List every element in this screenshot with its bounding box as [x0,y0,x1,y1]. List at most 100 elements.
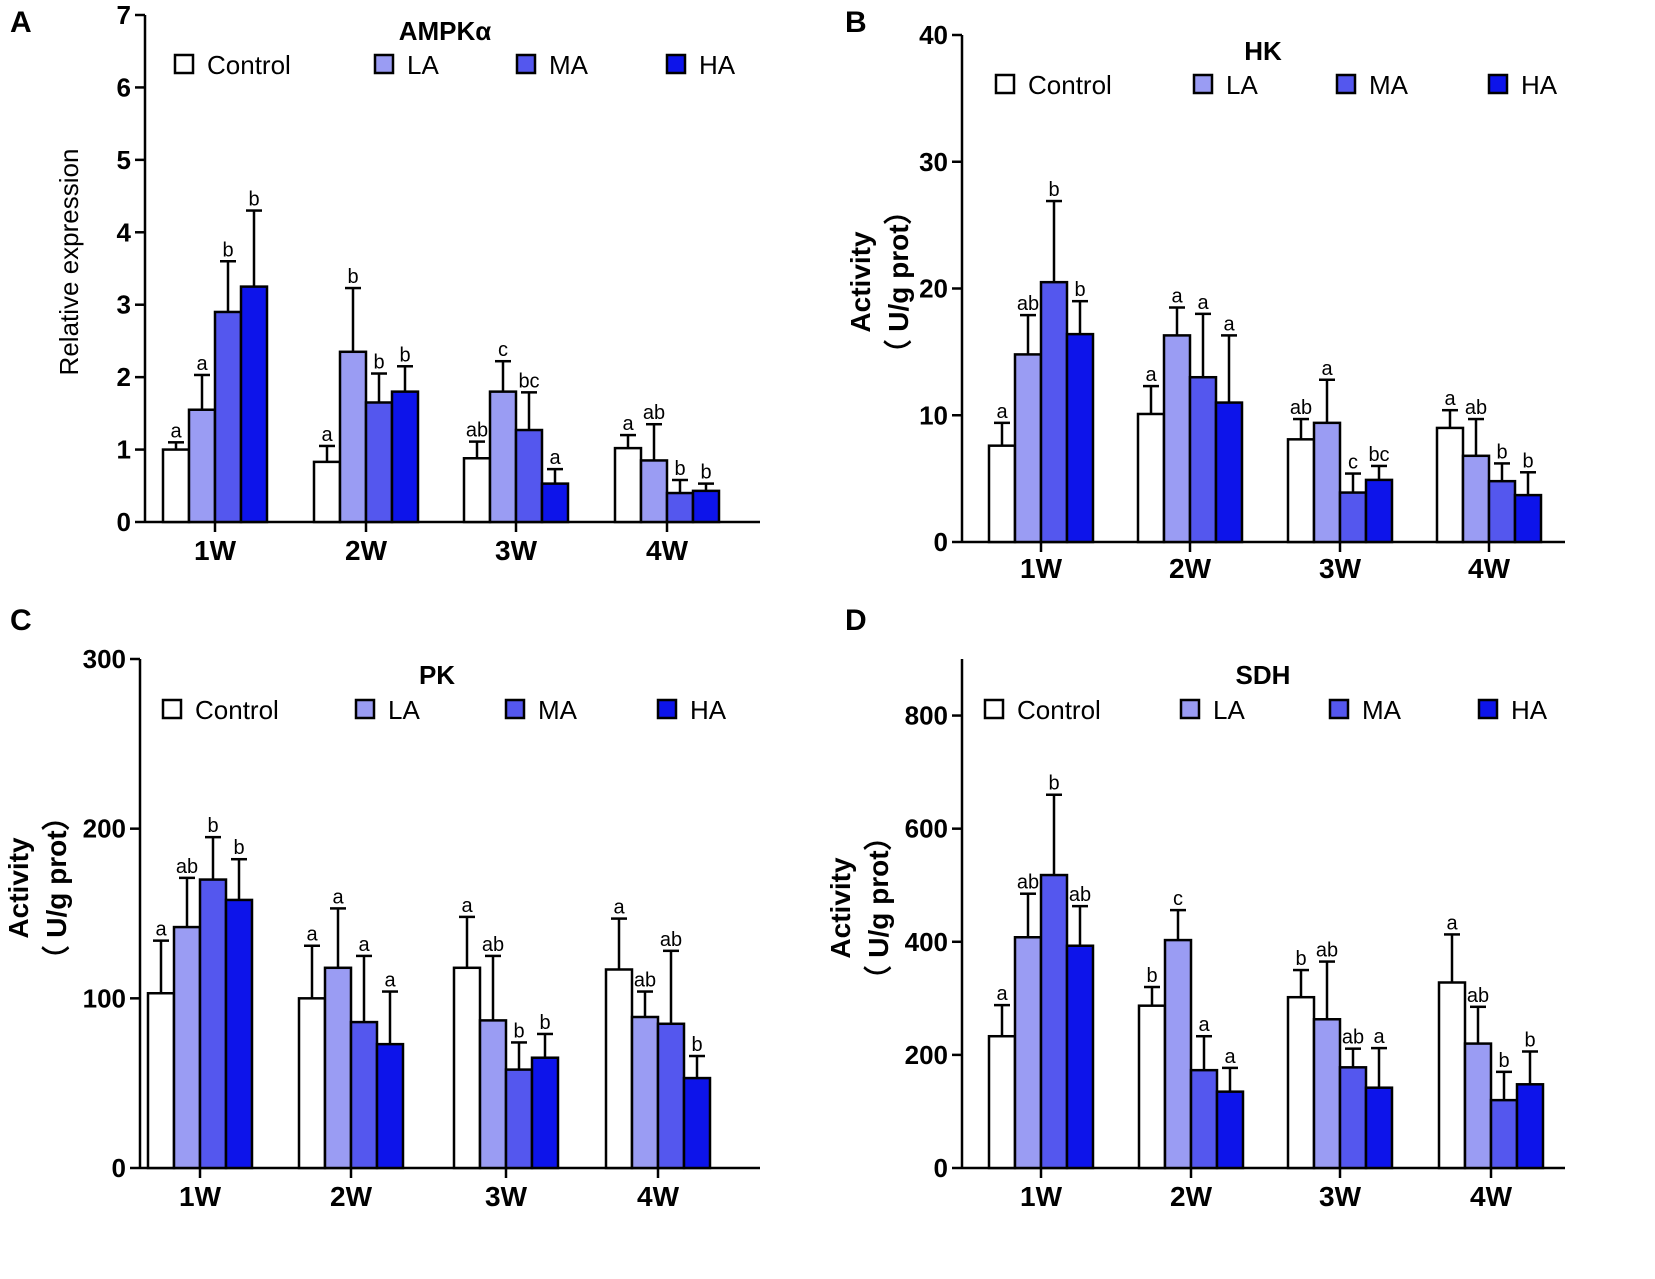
bar-control [1437,428,1463,542]
bar-la [340,352,366,522]
y-tick-label: 30 [919,147,948,177]
significance-label: a [358,934,370,956]
panel-letter: C [10,604,32,637]
legend-swatch-ma [517,55,535,73]
significance-label: a [1321,358,1333,380]
significance-label: b [1074,279,1085,301]
y-tick-label: 7 [117,0,131,30]
significance-label: b [1048,773,1059,795]
bar-control [1139,1006,1165,1168]
bar-ha [241,287,267,522]
legend-label-la: LA [1213,695,1245,725]
x-tick-label: 2W [1170,1181,1213,1212]
legend-swatch-la [375,55,393,73]
significance-label: a [321,424,333,446]
significance-label: b [399,344,410,366]
y-tick-label: 300 [83,644,126,674]
bar-ma [1491,1100,1517,1168]
y-tick-label: 0 [112,1153,126,1183]
bar-control [615,448,641,522]
significance-label: a [155,919,167,941]
legend-label-control: Control [207,50,291,80]
bar-ma [1340,1067,1366,1168]
bar-ha [1515,495,1541,542]
bar-control [454,968,480,1168]
significance-label: a [996,401,1008,423]
significance-label: a [196,353,208,375]
y-tick-label: 100 [83,983,126,1013]
bar-control [314,462,340,522]
chart-title: SDH [1236,660,1291,690]
y-tick-label: 5 [117,145,131,175]
y-axis-label: Relative expression [54,149,84,376]
significance-label: ab [643,402,665,424]
significance-label: ab [176,856,198,878]
x-tick-label: 1W [179,1181,222,1212]
significance-label: ab [1342,1027,1364,1049]
y-tick-label: 6 [117,72,131,102]
bar-ha [377,1044,403,1168]
figure: A AMPKα 0 1 2 3 4 5 6 7 Relative expression 1W 2W 3W 4… [0,0,1655,1274]
bar-ma [516,430,542,522]
legend-label-control: Control [1028,70,1112,100]
panel-letter: B [845,6,867,39]
legend-swatch-la [1181,700,1199,718]
chart-title: AMPKα [399,16,492,46]
legend-swatch-ha [1489,75,1507,93]
bar-control [148,993,174,1168]
bar-control [989,1036,1015,1168]
bar-ma [1489,481,1515,542]
y-axis-label: Activity [3,837,34,939]
legend-label-ma: MA [1362,695,1402,725]
significance-label: a [170,420,182,442]
significance-label: ab [1017,293,1039,315]
significance-label: b [1048,179,1059,201]
bar-la [1463,456,1489,542]
legend-swatch-control [985,700,1003,718]
y-tick-label: 4 [117,217,132,247]
bar-ha [542,484,568,522]
significance-label: b [1524,1029,1535,1051]
significance-label: b [347,266,358,288]
bar-control [1288,439,1314,542]
legend-label-control: Control [195,695,279,725]
significance-label: c [1173,888,1183,910]
bar-ma [366,402,392,522]
significance-label: b [539,1012,550,1034]
y-tick-label: 200 [83,814,126,844]
y-tick-label: 400 [905,927,948,957]
legend-label-control: Control [1017,695,1101,725]
bar-control [606,969,632,1168]
panel-letter: A [10,6,32,39]
x-tick-label: 4W [1470,1181,1513,1212]
significance-label: b [513,1020,524,1042]
legend-swatch-la [1194,75,1212,93]
x-tick-label: 2W [345,535,388,566]
significance-label: a [1444,388,1456,410]
significance-label: b [674,458,685,480]
significance-label: b [1295,948,1306,970]
x-tick-label: 1W [1020,1181,1063,1212]
y-tick-label: 0 [117,507,131,537]
bar-la [174,927,200,1168]
significance-label: ab [1467,985,1489,1007]
chart-title: PK [419,660,455,690]
y-tick-label: 1 [117,435,131,465]
x-tick-label: 3W [1319,553,1362,584]
bar-ma [1191,1070,1217,1168]
significance-label: c [498,339,508,361]
bar-ma [667,493,693,522]
x-tick-label: 2W [330,1181,373,1212]
bar-ha [693,491,719,522]
bar-control [299,998,325,1168]
significance-label: ab [634,970,656,992]
significance-label: ab [466,420,488,442]
chart-panel-D: D SDH 0 200 400 600 800 Activity （ U/g prot） 1W 2W… [825,604,1565,1212]
legend-label-la: LA [388,695,420,725]
bar-control [1138,414,1164,542]
bar-ma [1041,282,1067,542]
bar-la [632,1017,658,1168]
significance-label: ab [1017,872,1039,894]
bar-la [1465,1044,1491,1168]
significance-label: a [461,895,473,917]
